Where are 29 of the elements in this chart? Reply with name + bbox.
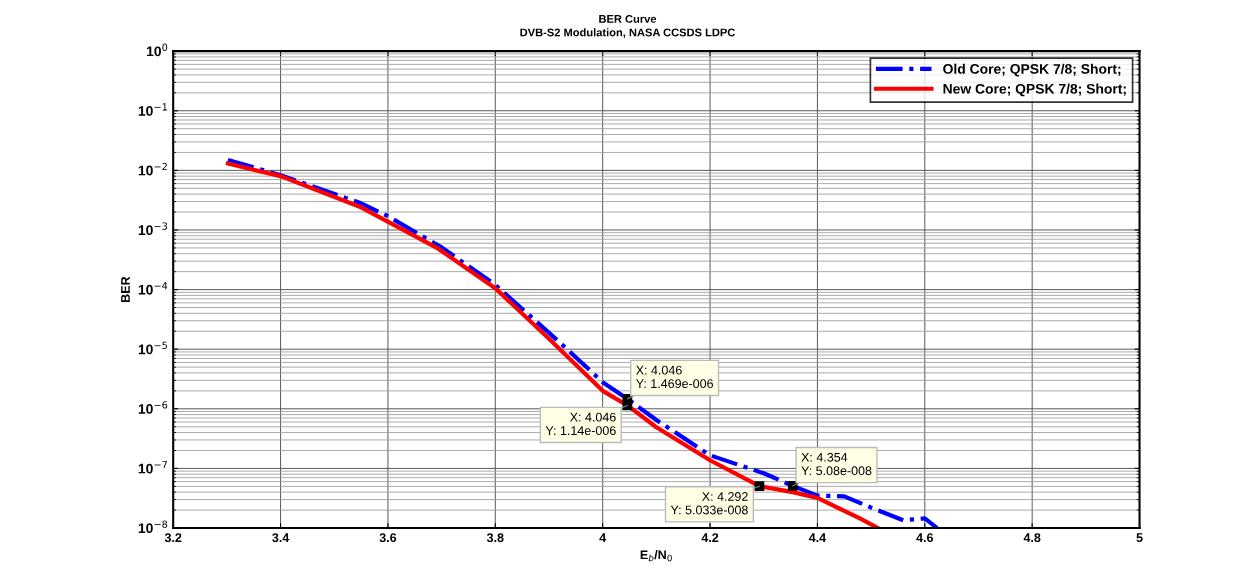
annotation: X: 4.046 Y: 1.469e-006: [635, 365, 713, 389]
x-tick-label: 4.4: [808, 533, 827, 542]
x-tick-label: 3.4: [272, 533, 290, 543]
y-tick-label: 10$^{−8}$: [138, 520, 168, 534]
x-tick-label: 3.2: [164, 533, 182, 543]
y-tick-label: 10$^{−3}$: [138, 222, 168, 236]
y-tick-label: 10$^{−7}$: [138, 460, 167, 474]
annotation: X: 4.292 Y: 5.033e-008: [670, 492, 748, 515]
legend-label: Old Core; QPSK 7/8; Short;: [943, 63, 1121, 77]
y-tick-label: 10$^{−5}$: [138, 341, 167, 355]
x-tick-label: 3.6: [379, 533, 397, 543]
x-tick-label: 3.8: [486, 533, 504, 543]
x-tick-label: 4.6: [916, 533, 934, 543]
y-axis-title: BER: [121, 276, 130, 302]
x-tick-label: 4.8: [1023, 533, 1041, 543]
annotation: X: 4.354 Y: 5.08e-008: [801, 452, 872, 476]
legend-label: New Core; QPSK 7/8; Short;: [943, 83, 1126, 97]
y-tick-label: 10$^{−4}$: [138, 282, 168, 295]
y-tick-label: 10$^{−6}$: [138, 401, 168, 414]
y-tick-label: 10$^{−1}$: [138, 103, 167, 116]
x-tick-label: 5: [1136, 533, 1143, 543]
x-tick-label: 4.2: [701, 533, 719, 542]
x-axis-title: E$_{b}$/N$_{0}$: [640, 550, 672, 562]
chart-title: BER Curve: [599, 14, 657, 23]
x-tick-label: 4: [599, 533, 607, 542]
y-tick-label: 10$^{−2}$: [138, 162, 167, 176]
chart-subtitle: DVB-S2 Modulation, NASA CCSDS LDPC: [520, 28, 736, 38]
y-tick-label: 10$^{0}$: [146, 43, 168, 57]
annotation: X: 4.046 Y: 1.14e-006: [545, 412, 616, 436]
